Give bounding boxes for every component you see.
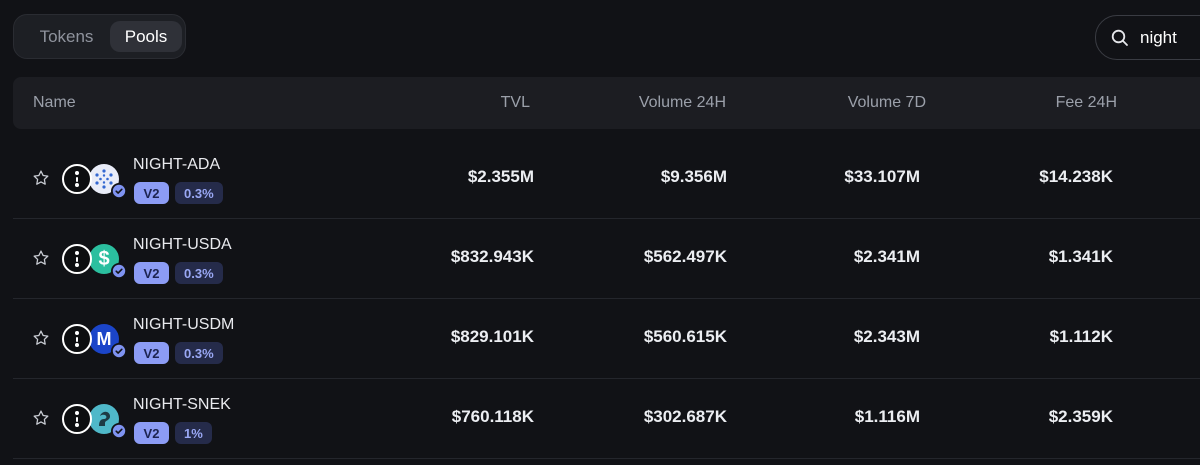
view-tabs: Tokens Pools [13, 14, 186, 59]
search-input[interactable] [1140, 26, 1200, 50]
volume-7d-value: $33.107M [844, 167, 920, 186]
night-token-icon [62, 324, 92, 354]
header-tvl[interactable]: TVL [500, 94, 530, 111]
table-row[interactable]: $ NIGHT-USDA V2 0.3% $832.943K $562.497K… [13, 219, 1200, 299]
header-volume-7d[interactable]: Volume 7D [847, 94, 926, 111]
verified-icon [111, 423, 127, 439]
fee-tier-badge: 0.3% [175, 262, 223, 284]
pair-name[interactable]: NIGHT-USDM [133, 316, 235, 333]
star-icon[interactable] [32, 329, 50, 347]
star-icon[interactable] [32, 409, 50, 427]
volume-7d-value: $2.341M [853, 247, 920, 266]
version-badge: V2 [134, 182, 169, 204]
verified-icon [111, 183, 127, 199]
volume-24h-value: $9.356M [660, 167, 727, 186]
table-row[interactable]: M NIGHT-USDM V2 0.3% $829.101K $560.615K… [13, 299, 1200, 379]
table-header: Name TVL Volume 24H Volume 7D Fee 24H [13, 77, 1200, 129]
version-badge: V2 [134, 342, 169, 364]
tab-tokens[interactable]: Tokens [39, 26, 94, 46]
volume-24h-value: $562.497K [643, 247, 727, 266]
fee-24h-value: $1.341K [1048, 247, 1113, 266]
fee-24h-value: $14.238K [1039, 167, 1113, 186]
search-icon [1111, 29, 1128, 46]
header-name[interactable]: Name [33, 94, 76, 111]
version-badge: V2 [134, 422, 169, 444]
star-icon[interactable] [32, 169, 50, 187]
fee-24h-value: $2.359K [1048, 407, 1113, 426]
tab-pools[interactable]: Pools [110, 21, 182, 52]
volume-24h-value: $560.615K [643, 327, 727, 346]
volume-7d-value: $1.116M [854, 407, 920, 426]
tvl-value: $760.118K [451, 407, 534, 426]
night-token-icon [62, 164, 92, 194]
table-row[interactable]: NIGHT-ADA V2 0.3% $2.355M $9.356M $33.10… [13, 139, 1200, 219]
verified-icon [111, 263, 127, 279]
header-fee-24h[interactable]: Fee 24H [1055, 94, 1117, 111]
table-row[interactable]: NIGHT-SNEK V2 1% $760.118K $302.687K $1.… [13, 379, 1200, 459]
tvl-value: $829.101K [450, 327, 534, 346]
fee-24h-value: $1.112K [1049, 327, 1113, 346]
fee-tier-badge: 0.3% [175, 342, 223, 364]
snek-icon [89, 404, 119, 434]
header-volume-24h[interactable]: Volume 24H [638, 94, 726, 111]
fee-tier-badge: 1% [175, 422, 212, 444]
volume-7d-value: $2.343M [853, 327, 920, 346]
fee-tier-badge: 0.3% [175, 182, 223, 204]
pair-name[interactable]: NIGHT-SNEK [133, 396, 231, 413]
night-token-icon [62, 244, 92, 274]
star-icon[interactable] [32, 249, 50, 267]
tvl-value: $832.943K [450, 247, 534, 266]
night-token-icon [62, 404, 92, 434]
pair-name[interactable]: NIGHT-USDA [133, 236, 232, 253]
tvl-value: $2.355M [467, 167, 534, 186]
search-box[interactable] [1095, 15, 1200, 60]
verified-icon [111, 343, 127, 359]
pair-name[interactable]: NIGHT-ADA [133, 156, 221, 173]
volume-24h-value: $302.687K [643, 407, 727, 426]
version-badge: V2 [134, 262, 169, 284]
